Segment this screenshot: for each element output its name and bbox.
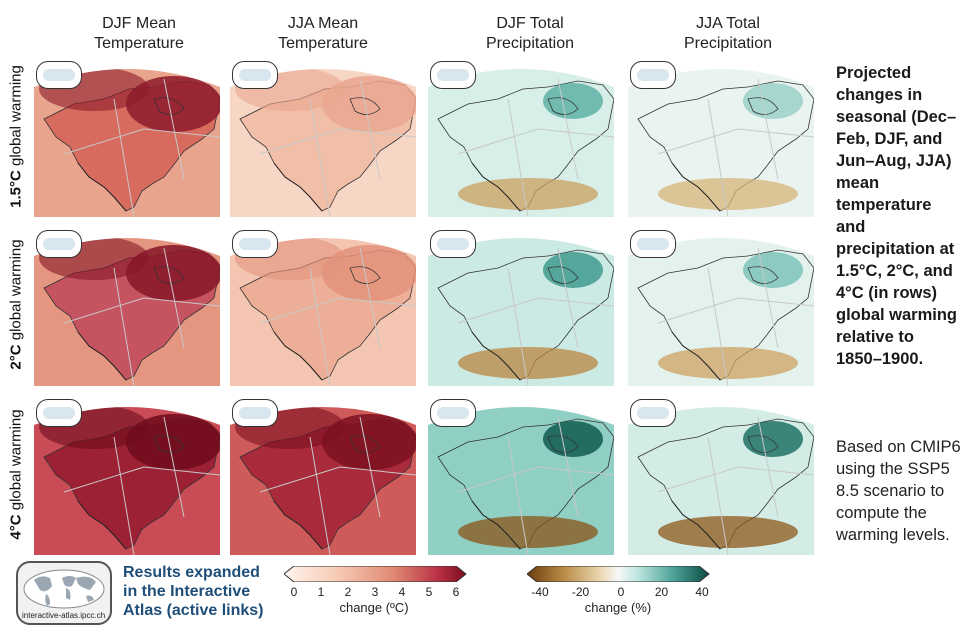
colorbar-tick-label: -20 bbox=[571, 585, 590, 599]
map-panel-djf-temp-4[interactable] bbox=[34, 397, 220, 555]
map-panel-jja-temp-1p5[interactable] bbox=[230, 59, 416, 217]
colorbar-tick-label: 4 bbox=[398, 585, 406, 599]
column-title-jja-precip: JJA Total Precipitation bbox=[683, 15, 773, 52]
map-panel-jja-precip-4[interactable] bbox=[628, 397, 814, 555]
interactive-atlas-logo[interactable] bbox=[16, 561, 112, 625]
row-label-4: 4°C global warming bbox=[7, 409, 25, 540]
inset-map-shape bbox=[43, 407, 75, 419]
row-label-1p5: 1.5°C global warming bbox=[7, 65, 25, 208]
map-panel-djf-temp-2[interactable] bbox=[34, 228, 220, 386]
region-inset-map-icon[interactable] bbox=[232, 230, 278, 258]
map-panel-djf-precip-1p5[interactable] bbox=[428, 59, 614, 217]
atlas-url[interactable]: interactive-atlas.ipcc.ch bbox=[22, 611, 106, 620]
colorbar-tick-label: 5 bbox=[425, 585, 433, 599]
temperature-colorbar-label: change (ºC) bbox=[339, 600, 409, 615]
figure-description: Projected changes in seasonal (Dec–Feb, … bbox=[836, 64, 958, 368]
region-inset-map-icon[interactable] bbox=[630, 399, 676, 427]
column-title-djf-precip: DJF Total Precipitation bbox=[485, 15, 575, 52]
map-panel-jja-precip-2[interactable] bbox=[628, 228, 814, 386]
inset-map-shape bbox=[437, 238, 469, 250]
map-panel-djf-precip-4[interactable] bbox=[428, 397, 614, 555]
colorbar-tick-label: 40 bbox=[695, 585, 709, 599]
colorbar-tick-label: 20 bbox=[654, 585, 669, 599]
precipitation-colorbar-label: change (%) bbox=[584, 600, 652, 615]
region-inset-map-icon[interactable] bbox=[430, 61, 476, 89]
colorbar-tick-label: 1 bbox=[317, 585, 325, 599]
figure-method-note: Based on CMIP6 using the SSP5 8.5 scenar… bbox=[836, 438, 961, 544]
inset-map-shape bbox=[43, 69, 75, 81]
colorbar-tick-label: -40 bbox=[531, 585, 549, 599]
inset-map-shape bbox=[437, 407, 469, 419]
inset-map-shape bbox=[637, 407, 669, 419]
colorbar-tick-label: 0 bbox=[290, 585, 298, 599]
region-inset-map-icon[interactable] bbox=[36, 61, 82, 89]
inset-map-shape bbox=[437, 69, 469, 81]
inset-map-shape bbox=[239, 69, 271, 81]
region-inset-map-icon[interactable] bbox=[630, 230, 676, 258]
colorbar-tick-label: 0 bbox=[617, 585, 625, 599]
precipitation-colorbar-ticks: -40 -20 0 20 40 bbox=[531, 585, 708, 599]
region-inset-map-icon[interactable] bbox=[630, 61, 676, 89]
inset-map-shape bbox=[239, 407, 271, 419]
row-label-2: 2°C global warming bbox=[7, 239, 25, 370]
region-inset-map-icon[interactable] bbox=[36, 399, 82, 427]
region-inset-map-icon[interactable] bbox=[430, 230, 476, 258]
colorbar-tick-label: 6 bbox=[452, 585, 460, 599]
column-title-jja-temp: JJA Mean Temperature bbox=[278, 15, 368, 52]
inset-map-shape bbox=[637, 69, 669, 81]
column-title-djf-temp: DJF Mean Temperature bbox=[94, 15, 184, 52]
map-panel-djf-precip-2[interactable] bbox=[428, 228, 614, 386]
temperature-colorbar bbox=[284, 566, 467, 582]
map-panel-djf-temp-1p5[interactable] bbox=[34, 59, 220, 217]
colorbar-tick-label: 2 bbox=[344, 585, 352, 599]
precipitation-colorbar bbox=[527, 566, 710, 582]
map-panel-jja-temp-2[interactable] bbox=[230, 228, 416, 386]
temperature-colorbar-ticks: 0 1 2 3 4 5 6 bbox=[290, 585, 460, 599]
region-inset-map-icon[interactable] bbox=[232, 399, 278, 427]
inset-map-shape bbox=[637, 238, 669, 250]
inset-map-shape bbox=[43, 238, 75, 250]
region-inset-map-icon[interactable] bbox=[430, 399, 476, 427]
atlas-link-text[interactable]: Results expanded in the Interactive Atla… bbox=[123, 564, 264, 619]
colorbar-tick-label: 3 bbox=[371, 585, 379, 599]
region-inset-map-icon[interactable] bbox=[36, 230, 82, 258]
map-panel-jja-temp-4[interactable] bbox=[230, 397, 416, 555]
map-panel-jja-precip-1p5[interactable] bbox=[628, 59, 814, 217]
region-inset-map-icon[interactable] bbox=[232, 61, 278, 89]
inset-map-shape bbox=[239, 238, 271, 250]
